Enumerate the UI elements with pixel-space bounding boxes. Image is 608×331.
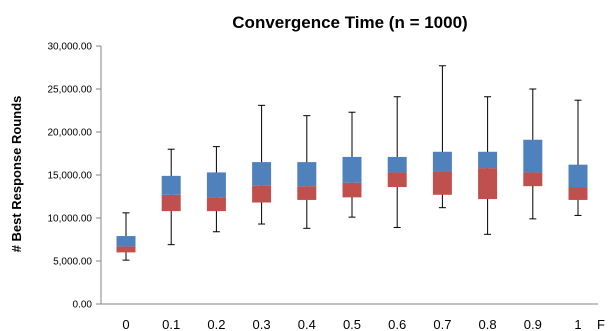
box-group-1 (568, 99, 588, 216)
x-tick-label: 0.6 (388, 317, 406, 331)
chart-title: Convergence Time (n = 1000) (232, 13, 467, 32)
box-group-0-7 (432, 65, 452, 209)
x-tick-label: 0.7 (433, 317, 451, 331)
x-tick-label: 0.8 (479, 317, 497, 331)
y-tick-label: 0.00 (73, 300, 93, 311)
x-tick-label: 0.2 (207, 317, 225, 331)
box-group-0-8 (478, 96, 498, 235)
x-axis-label-partial: F (597, 317, 605, 331)
y-tick-label: 20,000.00 (48, 128, 93, 139)
box-lower-q1-median (523, 172, 543, 187)
box-group-0-4 (297, 115, 317, 229)
box-lower-q1-median (161, 194, 181, 212)
x-tick-labels: 0 0.1 0.2 0.3 0.4 0.5 0.6 0.7 0.8 0.9 1 (122, 317, 581, 331)
box-upper-median-q3 (523, 139, 543, 173)
x-tick-label: 0.1 (162, 317, 180, 331)
x-tick-label: 0.3 (253, 317, 271, 331)
box-lower-q1-median (568, 187, 588, 200)
box-lower-q1-median (342, 182, 362, 198)
box-group-0-6 (387, 96, 407, 228)
box-lower-q1-median (297, 186, 317, 200)
box-lower-q1-median (478, 168, 498, 200)
y-tick-label: 15,000.00 (48, 171, 93, 182)
box-upper-median-q3 (568, 164, 588, 188)
x-tick-label: 0 (122, 317, 129, 331)
box-upper-median-q3 (206, 172, 226, 198)
box-upper-median-q3 (297, 162, 317, 187)
box-lower-q1-median (116, 246, 136, 253)
box-group-0-5 (342, 111, 362, 218)
box-group-0-2 (206, 146, 226, 233)
box-upper-median-q3 (478, 151, 498, 169)
box-upper-median-q3 (432, 151, 452, 172)
box-group-0-1 (161, 148, 181, 246)
box-lower-q1-median (387, 172, 407, 188)
box-lower-q1-median (432, 171, 452, 195)
box-upper-median-q3 (116, 236, 136, 247)
y-tick-label: 30,000.00 (48, 42, 93, 53)
y-tick-labels: 0.00 5,000.00 10,000.00 15,000.00 20,000.00 2… (48, 42, 93, 311)
x-tick-label: 0.4 (298, 317, 316, 331)
y-tick-label: 25,000.00 (48, 85, 93, 96)
y-tick-label: 10,000.00 (48, 214, 93, 225)
x-tick-label: 1 (574, 317, 581, 331)
y-axis-label: # Best Response Rounds (9, 96, 24, 253)
plot-area (96, 45, 598, 305)
y-tick-label: 5,000.00 (53, 257, 92, 268)
box-group-0-3 (252, 104, 272, 225)
box-lower-q1-median (252, 185, 272, 203)
box-upper-median-q3 (387, 156, 407, 173)
box-lower-q1-median (206, 197, 226, 212)
box-upper-median-q3 (161, 175, 181, 195)
box-group-0-9 (523, 88, 543, 220)
box-upper-median-q3 (252, 162, 272, 186)
x-tick-label: 0.9 (524, 317, 542, 331)
x-tick-label: 0.5 (343, 317, 361, 331)
box-upper-median-q3 (342, 156, 362, 183)
box-group-0 (116, 212, 136, 261)
